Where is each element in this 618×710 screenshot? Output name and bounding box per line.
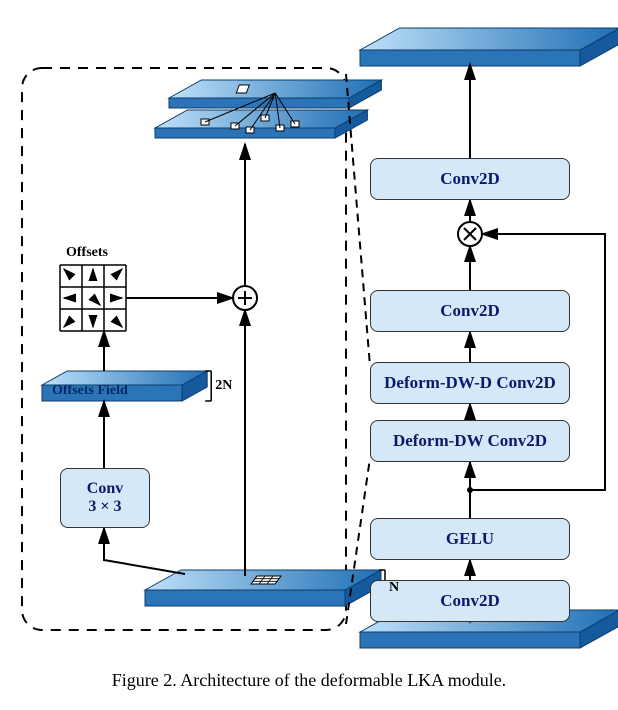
n-bracket-label: N [389, 580, 399, 596]
two-n-bracket-label: 2N [215, 378, 232, 394]
block-conv2d_bottom: Conv2D [370, 580, 570, 622]
block-conv2d_mid: Conv2D [370, 290, 570, 332]
plus-op [233, 286, 257, 310]
offsets-grid [60, 265, 126, 331]
block-gelu: GELU [370, 518, 570, 560]
detail-input-slab [145, 570, 381, 606]
block-conv2d_top: Conv2D [370, 158, 570, 200]
figure-caption: Figure 2. Architecture of the deformable… [0, 670, 618, 691]
output-slab [360, 28, 618, 66]
block-deform_dw_d: Deform-DW-D Conv2D [370, 362, 570, 404]
to-conv3x3 [104, 528, 185, 574]
block-deform_dw: Deform-DW Conv2D [370, 420, 570, 462]
multiply-op [458, 222, 482, 246]
offsets-field-label: Offsets Field [52, 383, 128, 399]
detail-input-slab-grid [251, 576, 281, 584]
figure-root: Conv2D GELU Deform-DW Conv2D Deform-DW-D Co… [0, 0, 618, 710]
conv3x3-block: Conv 3 × 3 [60, 468, 150, 528]
offsets-grid-label: Offsets [66, 245, 108, 261]
dashed-detail-box [22, 68, 346, 630]
